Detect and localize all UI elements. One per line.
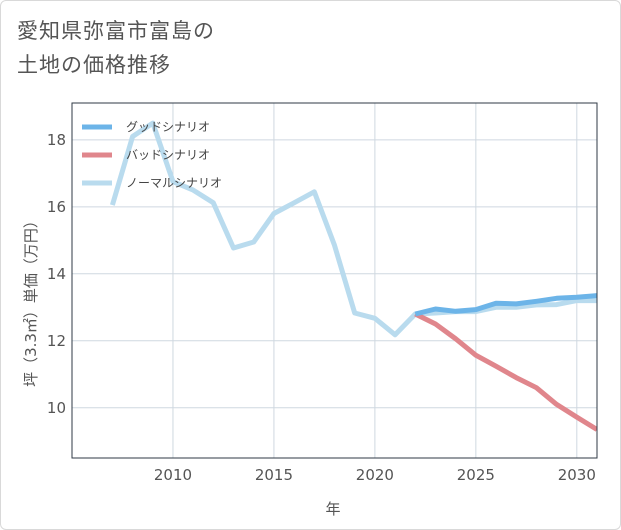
y-axis-label: 坪（3.3㎡）単価（万円） bbox=[22, 213, 40, 387]
plot-area bbox=[72, 103, 597, 458]
y-tick-label: 12 bbox=[47, 332, 66, 350]
series-line-0 bbox=[414, 293, 597, 317]
series-line-2 bbox=[110, 120, 597, 338]
legend-label-1: バッドシナリオ bbox=[126, 148, 210, 162]
grid bbox=[72, 103, 597, 458]
x-tick-label: 2020 bbox=[356, 466, 394, 484]
x-tick-label: 2030 bbox=[558, 466, 596, 484]
legend-label-2: ノーマルシナリオ bbox=[126, 176, 222, 190]
series-lines bbox=[110, 120, 597, 432]
axis-ticks: 2010 2015 2020 2025 2030 10 12 14 16 18 bbox=[47, 131, 596, 484]
plot-frame bbox=[71, 102, 598, 459]
x-tick-label: 2010 bbox=[154, 466, 192, 484]
y-tick-label: 16 bbox=[47, 198, 66, 216]
y-tick-label: 10 bbox=[47, 399, 66, 417]
legend-label-0: グッドシナリオ bbox=[126, 120, 210, 134]
x-axis-label: 年 bbox=[325, 500, 340, 518]
x-tick-label: 2015 bbox=[255, 466, 293, 484]
title-line-2: 土地の価格推移 bbox=[17, 53, 171, 77]
y-tick-label: 18 bbox=[47, 131, 66, 149]
y-tick-label: 14 bbox=[47, 265, 66, 283]
chart-title: 愛知県弥富市富島の 土地の価格推移 bbox=[17, 14, 215, 82]
title-line-1: 愛知県弥富市富島の bbox=[17, 19, 215, 43]
x-tick-label: 2025 bbox=[457, 466, 495, 484]
series-line-1 bbox=[414, 311, 597, 432]
